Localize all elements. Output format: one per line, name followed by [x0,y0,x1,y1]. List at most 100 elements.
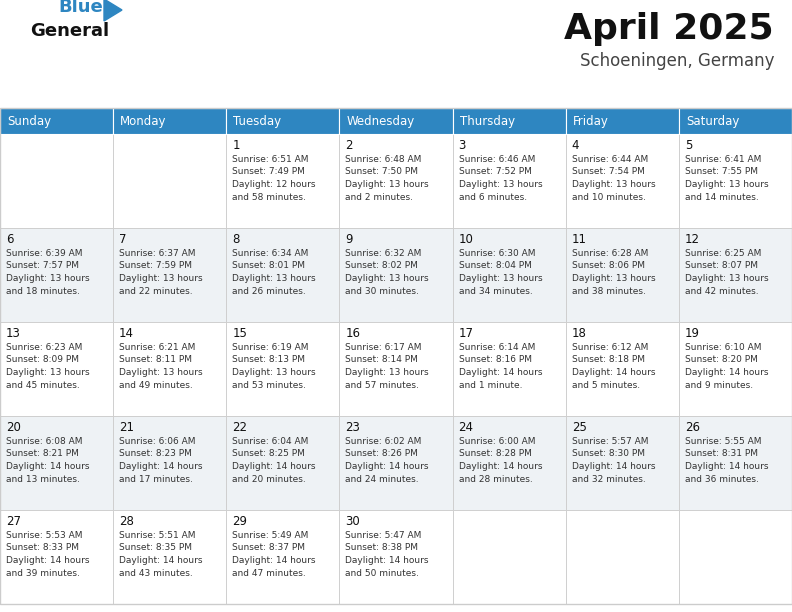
Bar [679,416,792,510]
Text: Sunrise: 5:49 AM: Sunrise: 5:49 AM [232,531,309,540]
Text: and 20 minutes.: and 20 minutes. [232,474,306,483]
Text: Daylight: 13 hours: Daylight: 13 hours [685,180,768,189]
Text: Sunrise: 6:14 AM: Sunrise: 6:14 AM [459,343,535,352]
Bar [340,510,452,604]
Text: 26: 26 [685,421,700,434]
Text: Sunday: Sunday [7,114,51,127]
Text: Daylight: 13 hours: Daylight: 13 hours [572,274,655,283]
Text: Daylight: 13 hours: Daylight: 13 hours [232,368,316,377]
Text: Daylight: 14 hours: Daylight: 14 hours [232,462,316,471]
Text: Sunrise: 6:48 AM: Sunrise: 6:48 AM [345,155,422,164]
Text: Sunset: 8:13 PM: Sunset: 8:13 PM [232,356,305,365]
Text: Sunrise: 6:17 AM: Sunrise: 6:17 AM [345,343,422,352]
Text: Sunrise: 6:39 AM: Sunrise: 6:39 AM [6,249,82,258]
Text: Sunset: 7:49 PM: Sunset: 7:49 PM [232,168,305,176]
Text: Daylight: 12 hours: Daylight: 12 hours [232,180,316,189]
Text: Daylight: 13 hours: Daylight: 13 hours [685,274,768,283]
Text: Sunset: 8:38 PM: Sunset: 8:38 PM [345,543,418,553]
Text: and 17 minutes.: and 17 minutes. [119,474,193,483]
Bar [0,134,113,228]
Text: Sunset: 8:31 PM: Sunset: 8:31 PM [685,449,758,458]
Text: 23: 23 [345,421,360,434]
Text: Sunset: 7:50 PM: Sunset: 7:50 PM [345,168,418,176]
Text: Sunset: 8:35 PM: Sunset: 8:35 PM [119,543,192,553]
Text: 29: 29 [232,515,247,528]
Bar [227,228,340,322]
Text: 2: 2 [345,139,353,152]
Text: and 32 minutes.: and 32 minutes. [572,474,645,483]
Text: Sunset: 8:02 PM: Sunset: 8:02 PM [345,261,418,271]
Text: Wednesday: Wednesday [346,114,415,127]
Text: 12: 12 [685,233,700,246]
Text: Daylight: 13 hours: Daylight: 13 hours [119,274,203,283]
Text: 8: 8 [232,233,240,246]
Text: 9: 9 [345,233,353,246]
Text: Daylight: 13 hours: Daylight: 13 hours [459,274,543,283]
Bar [452,108,565,134]
Bar [679,510,792,604]
Text: Tuesday: Tuesday [234,114,281,127]
Text: Sunrise: 6:06 AM: Sunrise: 6:06 AM [119,437,196,446]
Text: Daylight: 13 hours: Daylight: 13 hours [345,274,429,283]
Text: and 50 minutes.: and 50 minutes. [345,569,419,578]
Text: Sunset: 8:01 PM: Sunset: 8:01 PM [232,261,305,271]
Text: and 45 minutes.: and 45 minutes. [6,381,80,389]
Polygon shape [104,0,122,21]
Text: 24: 24 [459,421,474,434]
Text: Daylight: 14 hours: Daylight: 14 hours [232,556,316,565]
Bar [227,510,340,604]
Text: 25: 25 [572,421,587,434]
Text: and 49 minutes.: and 49 minutes. [119,381,193,389]
Bar [340,416,452,510]
Text: Sunrise: 6:08 AM: Sunrise: 6:08 AM [6,437,82,446]
Bar [452,510,565,604]
Text: Daylight: 14 hours: Daylight: 14 hours [572,462,655,471]
Bar [113,416,227,510]
Text: and 38 minutes.: and 38 minutes. [572,286,645,296]
Text: Sunset: 8:07 PM: Sunset: 8:07 PM [685,261,758,271]
Text: Sunrise: 5:51 AM: Sunrise: 5:51 AM [119,531,196,540]
Text: Blue: Blue [58,0,103,16]
Bar [227,108,340,134]
Bar [113,228,227,322]
Text: Sunrise: 6:37 AM: Sunrise: 6:37 AM [119,249,196,258]
Text: Sunrise: 6:51 AM: Sunrise: 6:51 AM [232,155,309,164]
Bar [340,322,452,416]
Bar [0,108,792,604]
Text: Daylight: 14 hours: Daylight: 14 hours [685,368,768,377]
Text: and 13 minutes.: and 13 minutes. [6,474,80,483]
Text: Sunrise: 6:30 AM: Sunrise: 6:30 AM [459,249,535,258]
Text: Daylight: 13 hours: Daylight: 13 hours [459,180,543,189]
Text: Daylight: 14 hours: Daylight: 14 hours [572,368,655,377]
Text: 5: 5 [685,139,692,152]
Text: and 42 minutes.: and 42 minutes. [685,286,759,296]
Text: Sunrise: 6:34 AM: Sunrise: 6:34 AM [232,249,309,258]
Text: and 5 minutes.: and 5 minutes. [572,381,640,389]
Text: Sunset: 8:18 PM: Sunset: 8:18 PM [572,356,645,365]
Text: Daylight: 14 hours: Daylight: 14 hours [119,556,203,565]
Bar [452,322,565,416]
Text: Sunset: 8:16 PM: Sunset: 8:16 PM [459,356,531,365]
Text: 22: 22 [232,421,247,434]
Text: and 53 minutes.: and 53 minutes. [232,381,307,389]
Text: General: General [30,22,109,40]
Text: 18: 18 [572,327,587,340]
Text: and 1 minute.: and 1 minute. [459,381,522,389]
Text: Sunset: 7:55 PM: Sunset: 7:55 PM [685,168,758,176]
Bar [113,134,227,228]
Text: 6: 6 [6,233,13,246]
Text: Saturday: Saturday [686,114,739,127]
Text: and 36 minutes.: and 36 minutes. [685,474,759,483]
Text: Sunset: 8:09 PM: Sunset: 8:09 PM [6,356,79,365]
Text: Daylight: 13 hours: Daylight: 13 hours [6,274,89,283]
Text: Schoeningen, Germany: Schoeningen, Germany [580,52,774,70]
Text: Sunrise: 6:44 AM: Sunrise: 6:44 AM [572,155,648,164]
Bar [452,134,565,228]
Bar [0,510,113,604]
Text: Sunset: 8:23 PM: Sunset: 8:23 PM [119,449,192,458]
Text: Sunset: 8:33 PM: Sunset: 8:33 PM [6,543,79,553]
Text: 7: 7 [119,233,127,246]
Text: Sunrise: 5:55 AM: Sunrise: 5:55 AM [685,437,761,446]
Text: and 43 minutes.: and 43 minutes. [119,569,193,578]
Text: Sunrise: 6:04 AM: Sunrise: 6:04 AM [232,437,309,446]
